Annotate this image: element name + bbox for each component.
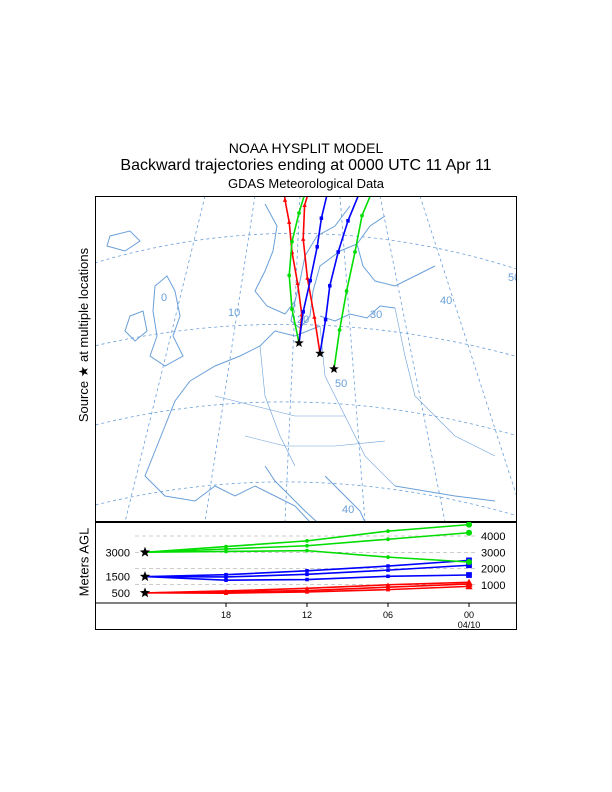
grid-label: 0 bbox=[161, 292, 167, 304]
height-series-marker bbox=[305, 577, 309, 582]
map-trajectory-marker bbox=[301, 236, 306, 241]
height-series-marker bbox=[465, 558, 473, 566]
map-trajectory-marker bbox=[315, 245, 319, 249]
map-trajectory-marker bbox=[290, 239, 294, 244]
grid-label: 40 bbox=[342, 504, 354, 516]
time-tick-label: 18 bbox=[221, 610, 231, 620]
source-star-marker bbox=[315, 348, 325, 358]
borders bbox=[214, 307, 496, 487]
grid-label: 10 bbox=[228, 307, 240, 319]
height-series-marker bbox=[305, 572, 309, 577]
height-series-marker bbox=[223, 588, 229, 593]
date-label: 04/10 bbox=[458, 620, 481, 630]
time-tick-label: 12 bbox=[302, 610, 312, 620]
height-series-marker bbox=[224, 544, 228, 549]
map-trajectory-marker bbox=[282, 197, 288, 202]
source-star-marker bbox=[329, 364, 339, 373]
grid-labels: 0 10 20 30 40 50 50 40 bbox=[161, 272, 517, 516]
latitude-gridlines bbox=[95, 233, 517, 517]
map-trajectory-marker bbox=[328, 284, 332, 288]
start-height-label: 1500 bbox=[106, 572, 130, 584]
height-series-marker bbox=[224, 575, 228, 579]
height-series-marker bbox=[304, 586, 310, 591]
height-series-marker bbox=[465, 529, 473, 536]
source-label-prefix: Source bbox=[76, 380, 91, 423]
height-series-marker bbox=[466, 572, 472, 578]
map-trajectory-marker bbox=[337, 328, 342, 332]
height-series-marker bbox=[465, 522, 473, 528]
map-trajectory-marker bbox=[287, 219, 292, 224]
grid-label: 40 bbox=[440, 295, 452, 307]
map-trajectory-marker bbox=[336, 250, 340, 254]
height-series-marker bbox=[385, 584, 391, 589]
grid-label: 50 bbox=[335, 378, 347, 390]
map-trajectory-marker bbox=[360, 213, 364, 218]
height-series-marker bbox=[386, 537, 390, 542]
longitude-gridlines bbox=[124, 196, 517, 522]
height-series-marker bbox=[465, 578, 473, 586]
trajectory-map: 0 10 20 30 40 50 50 40 bbox=[95, 196, 517, 522]
source-star-marker bbox=[139, 546, 151, 557]
height-series-marker bbox=[386, 568, 390, 572]
map-frame bbox=[95, 196, 517, 522]
coastlines bbox=[106, 203, 496, 522]
height-series-marker bbox=[305, 548, 309, 553]
map-trajectory-marker bbox=[312, 314, 317, 319]
map-trajectory-marker bbox=[295, 281, 300, 285]
height-tick-label: 4000 bbox=[481, 531, 505, 543]
height-panel-frame bbox=[95, 522, 517, 630]
map-trajectory-marker bbox=[301, 310, 305, 314]
map-trajectory-marker bbox=[346, 219, 350, 223]
map-trajectory-marker bbox=[344, 289, 349, 293]
start-height-label: 3000 bbox=[106, 547, 130, 559]
grid-label: 20 bbox=[297, 314, 309, 326]
height-series-green bbox=[144, 523, 470, 554]
map-trajectory-marker bbox=[319, 216, 324, 220]
map-trajectory-marker bbox=[302, 203, 307, 207]
time-tick-label: 00 bbox=[464, 610, 474, 620]
data-source: GDAS Meteorological Data bbox=[227, 176, 385, 191]
height-tick-label: 3000 bbox=[481, 547, 505, 559]
height-series-marker bbox=[224, 578, 228, 582]
height-series-marker bbox=[385, 582, 391, 587]
height-series-marker bbox=[224, 572, 228, 577]
chart-subtitle: Backward trajectories ending at 0000 UTC… bbox=[120, 157, 492, 174]
source-label: Source ★ at multiple locations bbox=[76, 248, 92, 422]
height-series-marker bbox=[305, 539, 309, 543]
start-height-label: 500 bbox=[112, 588, 130, 600]
map-trajectory-marker bbox=[297, 211, 301, 215]
map-trajectory-marker bbox=[353, 250, 357, 254]
height-series-marker bbox=[386, 564, 390, 568]
height-tick-label: 2000 bbox=[481, 564, 505, 576]
source-star-marker bbox=[139, 571, 151, 582]
grid-label: 50 bbox=[508, 272, 517, 284]
star-icon: ★ bbox=[76, 365, 91, 378]
map-trajectory-marker bbox=[287, 273, 292, 278]
height-series-marker bbox=[385, 587, 391, 592]
height-series-marker bbox=[386, 529, 390, 533]
time-tick-label: 06 bbox=[383, 610, 393, 620]
height-series-marker bbox=[386, 555, 390, 559]
height-series-marker bbox=[466, 562, 472, 569]
model-title: NOAA HYSPLIT MODEL bbox=[228, 140, 384, 156]
map-trajectory-marker bbox=[323, 317, 328, 322]
height-tick-label: 1000 bbox=[481, 580, 505, 592]
map-trajectory-marker bbox=[290, 307, 294, 312]
source-label-suffix: at multiple locations bbox=[76, 247, 91, 363]
map-trajectory-marker bbox=[308, 278, 312, 283]
height-axis-label: Meters AGL bbox=[76, 527, 92, 597]
height-series-marker bbox=[304, 588, 310, 593]
height-series-marker bbox=[305, 543, 309, 548]
grid-label: 30 bbox=[370, 309, 382, 321]
height-series-marker bbox=[386, 574, 390, 579]
source-star-marker bbox=[139, 587, 151, 598]
map-trajectory-marker bbox=[305, 275, 310, 280]
source-star-marker bbox=[294, 338, 304, 347]
height-series-marker bbox=[305, 569, 309, 573]
